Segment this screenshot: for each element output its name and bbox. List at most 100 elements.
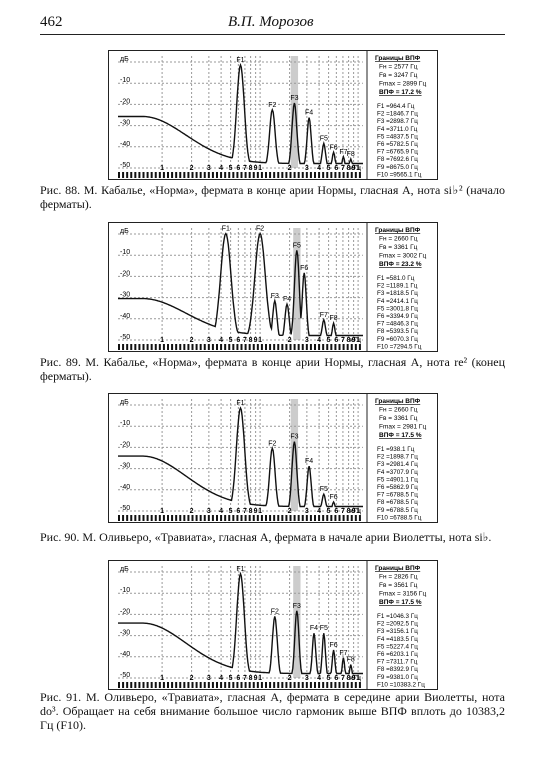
piano-key	[334, 172, 337, 178]
piano-key	[252, 344, 255, 350]
piano-key	[346, 515, 349, 521]
formant-value: F9 =6070.3 Гц	[377, 336, 418, 343]
piano-key	[309, 682, 312, 688]
piano-key	[142, 682, 145, 688]
piano-key	[260, 682, 263, 688]
piano-key	[265, 515, 267, 521]
piano-key	[199, 344, 202, 350]
piano-key	[236, 515, 239, 521]
piano-key	[191, 344, 194, 350]
peak-label: F4	[283, 296, 291, 303]
piano-key	[301, 515, 304, 521]
piano-key	[167, 682, 169, 688]
x-axis-label: 8	[347, 337, 351, 344]
piano-key	[138, 515, 141, 521]
piano-key	[203, 172, 206, 178]
piano-key	[228, 344, 231, 350]
piano-key	[191, 172, 194, 178]
x-axis-label: 7	[341, 508, 345, 515]
piano-key	[248, 515, 251, 521]
piano-key	[240, 344, 243, 350]
spectrum-figure: дБ-10-20-30-40-50 1 2 3 4 5 6 7 8 9 1 2 3 4 5 6 7 8 9 1кГцF…	[108, 50, 438, 180]
formant-value: F3 =2898.7 Гц	[377, 118, 418, 125]
x-axis-label: 2	[190, 675, 194, 682]
piano-key	[187, 344, 190, 350]
formant-value: F4 =3707.9 Гц	[377, 469, 418, 476]
piano-key	[122, 515, 125, 521]
y-axis-label: дБ	[120, 399, 129, 406]
formant-value: F8 =6788.5 Гц	[377, 499, 418, 506]
piano-key	[126, 682, 129, 688]
x-axis-label: 2	[288, 165, 292, 172]
y-axis-label: -40	[120, 651, 130, 658]
piano-key	[309, 344, 312, 350]
panel-fv: Fв = 3361 Гц	[379, 415, 418, 422]
piano-key	[158, 172, 161, 178]
formant-value: F8 =5393.5 Гц	[377, 328, 418, 335]
piano-key	[228, 172, 231, 178]
y-axis-label: дБ	[120, 228, 129, 235]
figure-caption: Рис. 91. М. Оливьеро, «Травиата», гласна…	[40, 690, 505, 732]
piano-key	[289, 682, 292, 688]
formant-value: F9 =9381.0 Гц	[377, 674, 418, 681]
piano-key	[122, 344, 125, 350]
piano-key	[244, 172, 247, 178]
panel-fmax: Fmax = 2981 Гц	[379, 424, 426, 431]
x-axis-label: 4	[219, 508, 223, 515]
y-axis-label: -10	[120, 587, 130, 594]
piano-key	[150, 344, 153, 350]
piano-key	[224, 682, 227, 688]
piano-key	[211, 515, 214, 521]
x-axis-label: 1	[356, 165, 360, 172]
panel-fn: Fн = 2660 Гц	[379, 407, 418, 414]
piano-key	[150, 515, 153, 521]
piano-key	[118, 172, 120, 178]
piano-key	[220, 682, 223, 688]
figure-caption: Рис. 88. М. Кабалье, «Норма», фермата в …	[40, 183, 505, 211]
piano-key	[130, 344, 133, 350]
x-axis-label: 8	[249, 165, 253, 172]
x-axis-label: 2	[190, 337, 194, 344]
piano-key	[350, 515, 353, 521]
piano-key	[146, 682, 149, 688]
piano-key	[256, 682, 259, 688]
piano-key	[301, 344, 304, 350]
piano-key	[199, 172, 202, 178]
piano-key	[183, 682, 186, 688]
piano-key	[146, 172, 149, 178]
peak-label: F3	[290, 434, 298, 441]
vpf-band	[290, 399, 299, 511]
piano-key	[207, 515, 210, 521]
y-axis-label: -20	[120, 441, 130, 448]
x-axis-label: 6	[236, 337, 240, 344]
piano-key	[240, 172, 243, 178]
piano-key	[281, 172, 284, 178]
piano-key	[207, 172, 210, 178]
piano-key	[126, 344, 129, 350]
piano-key	[269, 682, 272, 688]
piano-key	[342, 344, 345, 350]
panel-fmax: Fmax = 3002 Гц	[379, 253, 426, 260]
piano-key	[146, 515, 149, 521]
peak-label: F5	[293, 242, 301, 249]
formant-value: F5 =5227.4 Гц	[377, 643, 418, 650]
piano-key	[281, 515, 284, 521]
x-axis-label: 1	[356, 508, 360, 515]
piano-key	[252, 682, 255, 688]
x-axis-label: 7	[243, 675, 247, 682]
y-axis-label: -50	[120, 672, 130, 679]
piano-key	[277, 682, 280, 688]
panel-vpf: ВПФ = 23.2 %	[379, 261, 422, 268]
piano-key	[224, 344, 227, 350]
x-axis-label: 7	[243, 508, 247, 515]
piano-key	[289, 515, 292, 521]
x-axis-label: 4	[317, 165, 321, 172]
formant-value: F6 =3394.9 Гц	[377, 313, 418, 320]
x-axis-unit: кГц	[350, 508, 361, 515]
piano-key	[330, 515, 333, 521]
x-axis-label: 3	[305, 508, 309, 515]
frame	[108, 560, 438, 690]
piano-key	[187, 682, 190, 688]
y-axis-label: -20	[120, 608, 130, 615]
peak-label: F2	[268, 102, 276, 109]
